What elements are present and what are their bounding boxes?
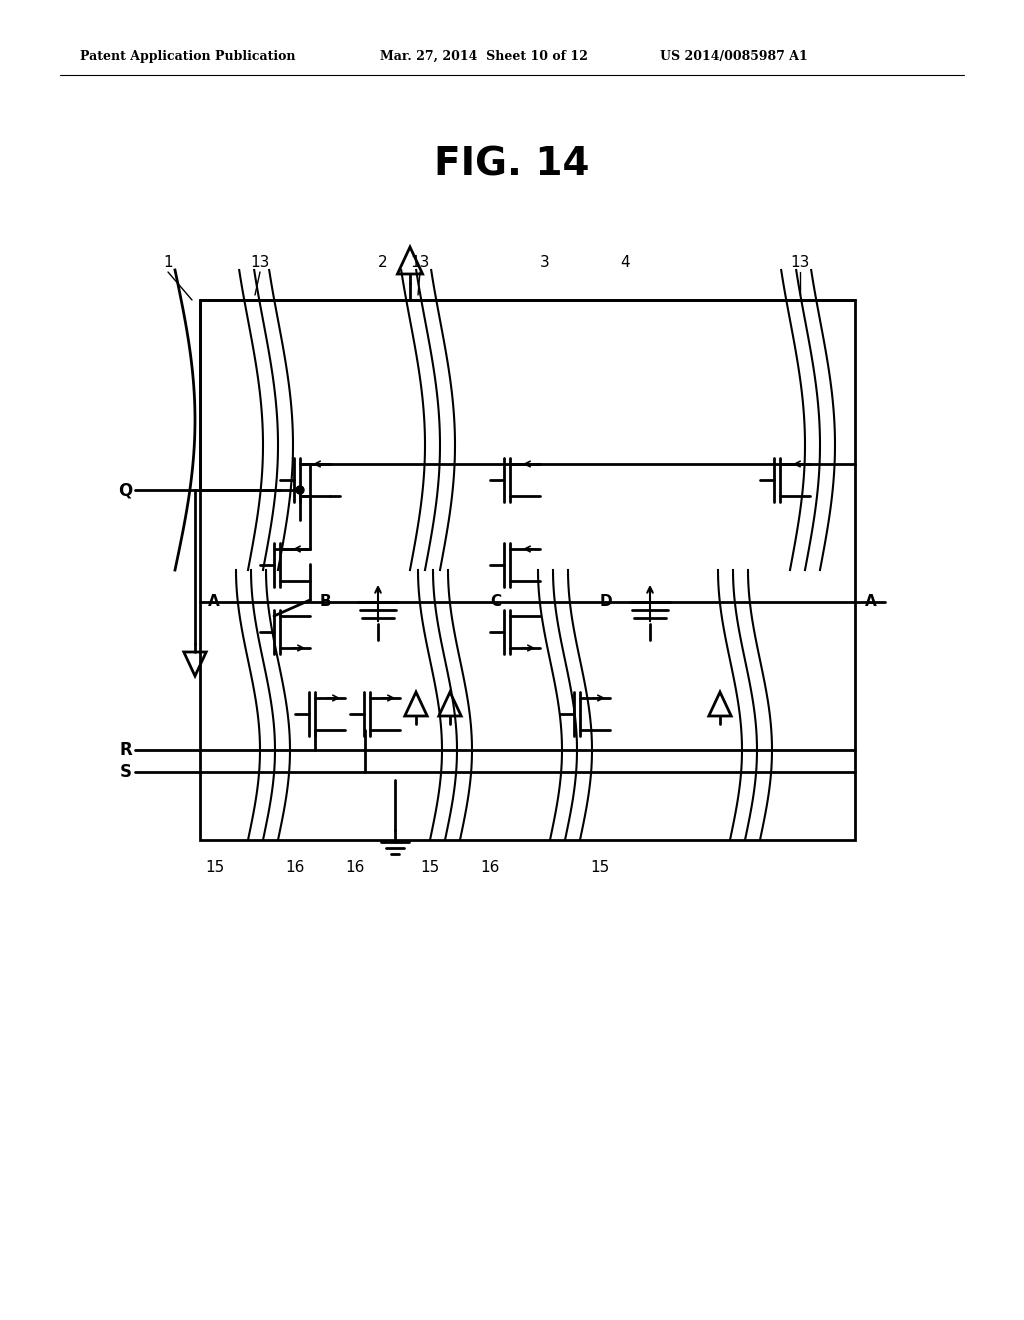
Text: Patent Application Publication: Patent Application Publication (80, 50, 296, 63)
Text: 15: 15 (421, 861, 439, 875)
Text: B: B (319, 594, 332, 610)
Text: 4: 4 (621, 255, 630, 271)
Text: 15: 15 (206, 861, 224, 875)
Text: 15: 15 (591, 861, 609, 875)
Text: S: S (120, 763, 132, 781)
Text: 13: 13 (411, 255, 430, 271)
Text: R: R (119, 741, 132, 759)
Bar (200, 300, 855, 840)
Text: 2: 2 (378, 255, 388, 271)
Text: FIG. 14: FIG. 14 (434, 145, 590, 183)
Text: A: A (865, 594, 877, 610)
Text: Mar. 27, 2014  Sheet 10 of 12: Mar. 27, 2014 Sheet 10 of 12 (380, 50, 588, 63)
Text: 16: 16 (286, 861, 305, 875)
Text: 13: 13 (250, 255, 269, 271)
Text: D: D (600, 594, 612, 610)
Text: US 2014/0085987 A1: US 2014/0085987 A1 (660, 50, 808, 63)
Text: 16: 16 (345, 861, 365, 875)
Text: 16: 16 (480, 861, 500, 875)
Text: 13: 13 (791, 255, 810, 271)
Text: 1: 1 (163, 255, 173, 271)
Text: C: C (490, 594, 501, 610)
Text: A: A (208, 594, 220, 610)
Circle shape (296, 486, 304, 494)
Text: Q: Q (118, 480, 132, 499)
Text: 3: 3 (540, 255, 550, 271)
